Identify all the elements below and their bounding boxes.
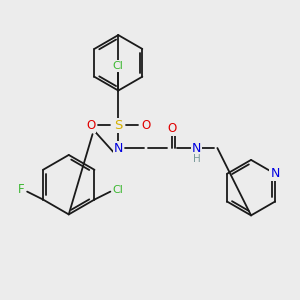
Text: O: O (167, 122, 176, 135)
Text: S: S (114, 119, 122, 132)
Text: F: F (18, 183, 25, 196)
Text: N: N (192, 142, 201, 154)
Text: O: O (86, 119, 95, 132)
Text: N: N (270, 167, 280, 180)
Text: Cl: Cl (113, 184, 124, 195)
Text: O: O (141, 119, 151, 132)
Text: N: N (114, 142, 123, 154)
Text: Cl: Cl (113, 61, 124, 71)
Text: H: H (193, 154, 200, 164)
